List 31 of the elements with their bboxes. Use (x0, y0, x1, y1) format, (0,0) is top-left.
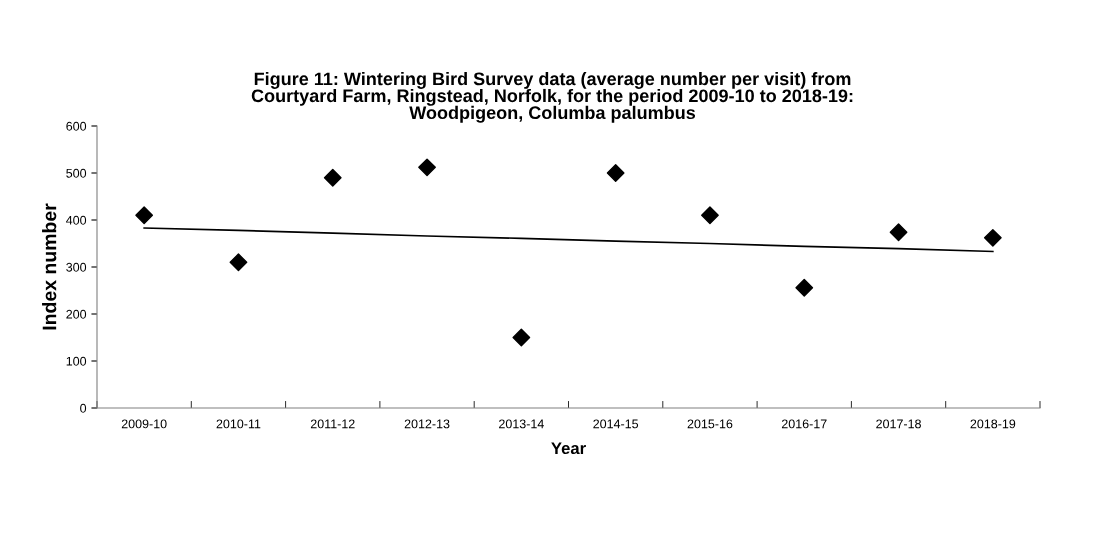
point (701, 206, 719, 225)
point (323, 168, 342, 187)
line-series (143, 227, 994, 253)
x-tick-label: 2016-17 (781, 419, 827, 429)
y-tick-label: 0 (80, 403, 87, 413)
y-tick-label: 200 (66, 309, 87, 319)
x-tick-label: 2017-18 (876, 419, 921, 429)
x-tick-label: 2009-10 (121, 419, 167, 429)
x-tick-label: 2013-14 (499, 419, 544, 429)
y-tick-label: 600 (66, 121, 87, 131)
x-tick-label: 2012-13 (404, 419, 450, 429)
chart-title: Figure 11: Wintering Bird Survey data (average number per visit) from Courtyard Farm, Ringstead, Norfolk, for the period 2009-10 to 2018-19: Woodpigeon, Columba palumbus (251, 72, 853, 123)
y-tick-label: 100 (66, 356, 87, 366)
point (983, 228, 1002, 247)
y-tick-label: 300 (66, 262, 87, 272)
point (889, 223, 908, 242)
x-axis-title: Year (551, 442, 586, 455)
point (606, 164, 625, 182)
x-tick-label: 2014-15 (593, 419, 639, 429)
x-tick-label: 2011-12 (310, 419, 355, 429)
point (512, 328, 531, 347)
x-tick-label: 2018-19 (970, 419, 1016, 429)
point (795, 278, 814, 297)
x-tick-label: 2010-11 (216, 419, 261, 429)
point (229, 253, 248, 272)
point (135, 206, 154, 225)
x-tick-label: 2015-16 (687, 419, 733, 429)
y-tick-label: 400 (66, 215, 87, 225)
point (418, 158, 436, 177)
y-tick-label: 500 (66, 168, 87, 178)
y-axis-title: Index number (42, 203, 57, 330)
